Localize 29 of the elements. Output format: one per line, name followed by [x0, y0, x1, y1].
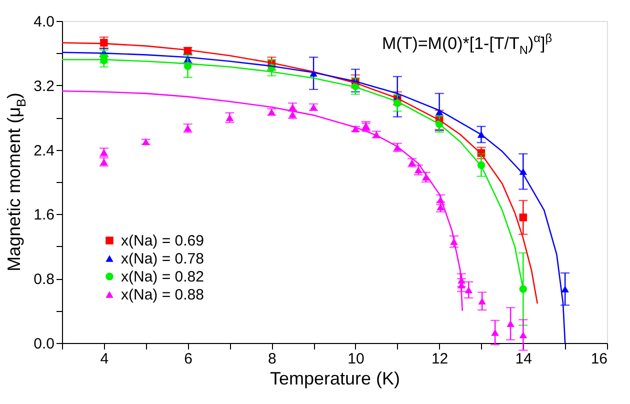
y-tick-label: 0.8 — [34, 271, 54, 288]
x-tick-label: 10 — [348, 350, 364, 368]
y-tick-label: 3.2 — [34, 78, 54, 95]
x-tick-label: 4 — [100, 350, 109, 368]
point — [561, 286, 569, 292]
point — [478, 298, 486, 304]
legend-label: x(Na) = 0.88 — [121, 286, 204, 304]
x-axis-title: Temperature (K) — [270, 368, 400, 388]
point — [491, 329, 499, 336]
legend-label: x(Na) = 0.78 — [121, 250, 204, 268]
legend-label: x(Na) = 0.69 — [121, 232, 204, 250]
point — [519, 332, 528, 338]
y-tick-label: 2.4 — [34, 142, 54, 160]
point — [519, 214, 528, 222]
x-tick-label: 16 — [590, 350, 608, 368]
point — [435, 108, 444, 116]
x-tick-label: 6 — [184, 350, 192, 368]
x-tick-label: 14 — [515, 350, 532, 368]
y-tick-label: 0.0 — [34, 336, 54, 352]
point — [226, 114, 234, 121]
x-tick-label: 12 — [431, 350, 448, 368]
legend-label: x(Na) = 0.82 — [121, 268, 204, 286]
y-tick-label: 4.0 — [34, 14, 54, 30]
point — [464, 286, 473, 294]
y-tick-label: 1.6 — [34, 206, 54, 224]
point — [414, 166, 422, 174]
point — [506, 320, 514, 328]
y-axis-title: Magnetic moment (μB) — [4, 92, 28, 272]
x-tick-label: 8 — [268, 350, 276, 368]
